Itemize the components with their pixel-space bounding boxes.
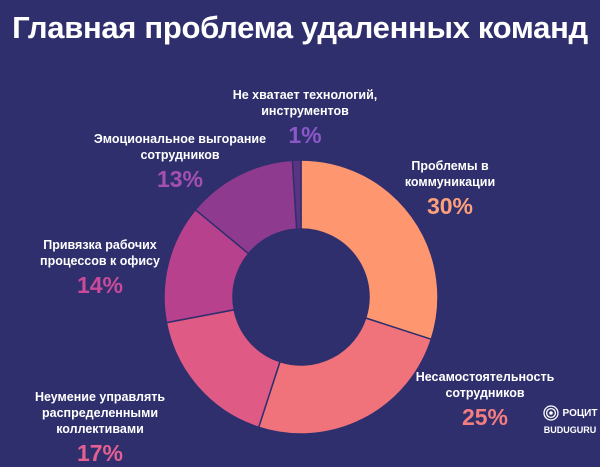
slice-label: Несамостоятельность сотрудников: [415, 370, 555, 400]
brand-logo-text: РОЦИТ: [562, 407, 598, 419]
spiral-logo-icon: [542, 405, 559, 421]
slice-percent: 13%: [156, 166, 204, 192]
slice-percent: 1%: [288, 122, 322, 148]
slice-percent: 17%: [76, 440, 124, 466]
brand-name: BUDUGURU: [543, 425, 597, 435]
slice-percent: 25%: [461, 404, 509, 430]
label-dependence: Несамостоятельность сотрудников 25%: [410, 369, 560, 431]
donut-slice-2: [165, 308, 281, 429]
label-communication: Проблемы в коммуникации 30%: [385, 158, 515, 220]
donut-chart: [163, 159, 439, 435]
slice-percent: 30%: [426, 193, 474, 219]
slice-label: Привязка рабочих процессов к офису: [40, 238, 160, 268]
slice-label: Проблемы в коммуникации: [404, 159, 496, 189]
label-technology: Не хватает технологий, инструментов 1%: [225, 87, 385, 149]
label-burnout: Эмоциональное выгорание сотрудников 13%: [90, 131, 270, 193]
donut-slice-5: [291, 159, 302, 230]
donut-slice-0: [300, 159, 439, 341]
slice-label: Эмоциональное выгорание сотрудников: [93, 132, 267, 162]
slice-label: Не хватает технологий, инструментов: [232, 88, 378, 118]
page-title: Главная проблема удаленных команд: [12, 10, 588, 45]
slice-label: Неумение управлять распределенными колле…: [34, 390, 166, 436]
label-management: Неумение управлять распределенными колле…: [0, 389, 200, 467]
brand-badge: РОЦИТ BUDUGURU: [540, 405, 600, 435]
slice-percent: 14%: [76, 272, 124, 298]
label-office: Привязка рабочих процессов к офису 14%: [30, 237, 170, 299]
donut-slice-1: [257, 317, 433, 435]
